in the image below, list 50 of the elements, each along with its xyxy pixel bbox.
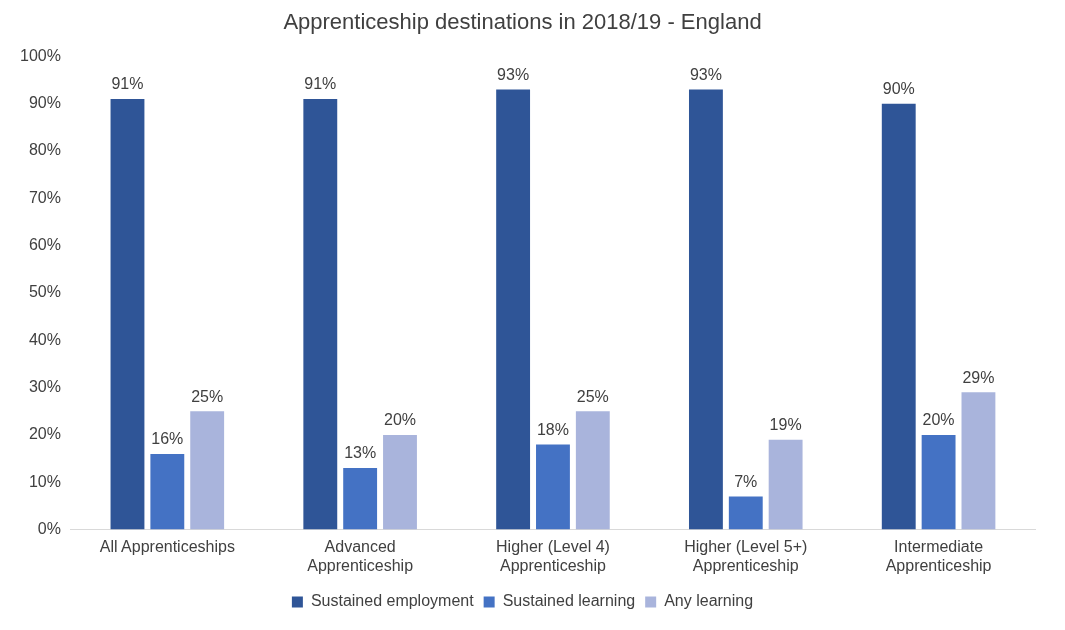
bar — [575, 411, 610, 530]
bar — [343, 468, 378, 530]
chart-title: Apprenticeship destinations in 2018/19 - England — [283, 9, 762, 35]
legend-label: Sustained learning — [502, 592, 636, 610]
bar — [921, 434, 956, 530]
x-tick-label: Intermediate Apprenticeship — [885, 537, 992, 574]
bar — [536, 444, 570, 530]
bar — [110, 98, 145, 530]
data-label: 93% — [689, 65, 722, 83]
data-label: 20% — [383, 411, 417, 429]
bar — [688, 89, 723, 530]
data-label: 18% — [536, 420, 569, 438]
y-tick-label: 60% — [28, 236, 61, 254]
bar — [496, 89, 531, 530]
data-label: 29% — [962, 368, 995, 386]
bar — [383, 434, 417, 530]
data-label: 16% — [151, 430, 184, 448]
data-label: 93% — [497, 65, 530, 83]
bar — [728, 496, 763, 530]
x-tick-label: All Apprenticeships — [99, 537, 235, 555]
data-label: 25% — [191, 387, 224, 405]
x-tick-label: Advanced Apprenticeship — [307, 537, 414, 574]
data-label: 91% — [111, 75, 144, 93]
x-tick-label: Higher (Level 5+) Apprenticeship — [684, 537, 808, 574]
y-tick-label: 70% — [28, 188, 61, 206]
legend-label: Sustained employment — [310, 592, 475, 610]
data-label: 91% — [304, 75, 337, 93]
y-tick-label: 0% — [37, 520, 61, 538]
legend-label: Any learning — [664, 592, 754, 610]
y-tick-label: 40% — [28, 330, 61, 348]
data-label: 7% — [734, 472, 758, 490]
y-tick-label: 50% — [28, 283, 61, 301]
x-tick-label: Higher (Level 4) Apprenticeship — [496, 537, 610, 574]
bar — [303, 98, 338, 530]
y-tick-label: 80% — [28, 141, 61, 159]
y-tick-label: 100% — [20, 46, 61, 64]
y-tick-label: 10% — [28, 472, 61, 490]
bar — [190, 411, 225, 530]
y-tick-label: 30% — [28, 378, 61, 396]
data-label: 90% — [882, 80, 915, 98]
data-label: 13% — [344, 444, 377, 462]
y-tick-label: 90% — [28, 94, 61, 112]
data-label: 20% — [922, 411, 955, 429]
bar — [961, 392, 996, 530]
data-label: 19% — [769, 416, 802, 434]
bar — [881, 103, 916, 530]
data-label: 25% — [576, 387, 609, 405]
bar — [768, 439, 803, 530]
y-tick-label: 20% — [28, 425, 61, 443]
bar — [150, 453, 185, 530]
